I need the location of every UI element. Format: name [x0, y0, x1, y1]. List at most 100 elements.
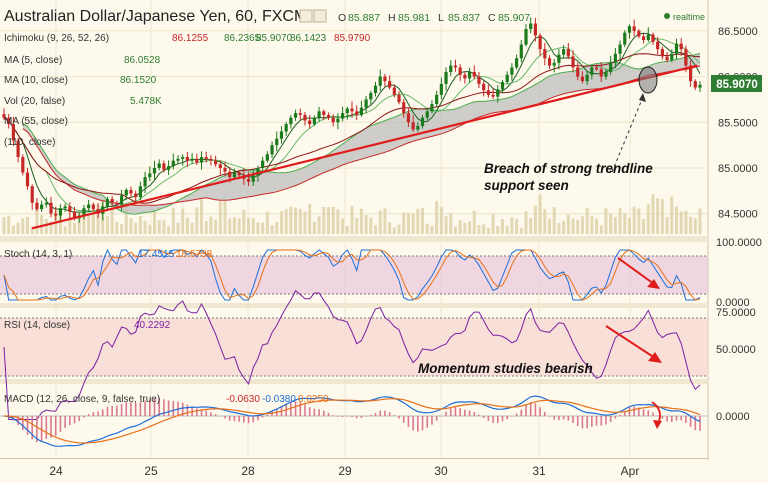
macd-signal-value: 0.0250	[298, 394, 329, 405]
volume-bar	[322, 206, 326, 234]
volume-bar	[439, 206, 443, 234]
macd-signal-line	[3, 398, 701, 444]
volume-bar	[388, 222, 392, 234]
volume-bar	[679, 211, 683, 234]
stoch-label: Stoch (14, 3, 1)	[4, 249, 72, 260]
ohlc-value: 85.981	[398, 12, 430, 24]
candle-body	[157, 163, 161, 168]
candle-body	[524, 29, 528, 45]
time-tick-label: 28	[241, 464, 255, 478]
candle-body	[383, 76, 387, 82]
indicator-value: 85.9790	[334, 33, 371, 44]
candle-body	[21, 157, 25, 173]
candle-body	[552, 62, 556, 66]
candle-body	[199, 157, 204, 163]
volume-bar	[397, 224, 401, 234]
candle-body	[54, 213, 58, 216]
volume-bar	[491, 214, 495, 234]
candle-body	[538, 35, 542, 50]
volume-bar	[152, 210, 156, 234]
indicator-name: (110, close)	[4, 137, 56, 148]
candle-body	[425, 111, 429, 118]
candle-body	[402, 102, 406, 114]
candle-body	[2, 114, 6, 118]
realtime-label: realtime	[673, 12, 705, 22]
ohlc-value: 85.837	[448, 12, 480, 24]
candle-body	[500, 82, 505, 90]
volume-bar	[284, 209, 288, 234]
candle-body	[284, 124, 288, 132]
candle-body	[214, 160, 218, 165]
candle-body	[585, 74, 589, 82]
volume-bar	[49, 221, 53, 234]
volume-bar	[548, 218, 552, 234]
volume-bar	[665, 216, 669, 234]
candle-body	[350, 108, 354, 112]
symbol-title: Australian Dollar/Japanese Yen, 60, FXCM	[4, 8, 307, 25]
candle-body	[547, 58, 552, 66]
candle-body	[444, 72, 448, 84]
volume-bar	[44, 218, 48, 234]
volume-bar	[463, 222, 467, 234]
volume-bar	[110, 203, 114, 234]
candle-body	[204, 157, 208, 159]
volume-bar	[613, 217, 617, 234]
volume-bar	[444, 216, 448, 234]
candle-body	[439, 83, 443, 95]
time-tick-label: 31	[532, 464, 546, 478]
indicator-value: 5.478K	[130, 96, 162, 107]
candle-body	[571, 56, 575, 68]
candle-body	[340, 113, 345, 119]
stoch-band	[0, 256, 708, 294]
volume-bar	[209, 216, 213, 234]
breach-pointer-head	[639, 93, 646, 102]
volume-bar	[35, 208, 39, 234]
bearish-arrows	[605, 257, 662, 429]
volume-bar	[599, 225, 603, 234]
volume-bar	[435, 201, 439, 234]
header-controls[interactable]	[299, 9, 327, 23]
volume-bar	[355, 217, 359, 234]
ohlc-key: O	[338, 12, 346, 24]
candle-body	[143, 177, 147, 187]
volume-bar	[176, 222, 180, 234]
candle-body	[190, 158, 194, 161]
kijun-line	[3, 53, 701, 204]
candle-body	[44, 202, 48, 205]
indicator-value: 86.1520	[120, 75, 157, 86]
volume-bar	[416, 208, 420, 234]
indicator-value: 86.1423	[290, 33, 327, 44]
volume-bar	[63, 226, 67, 234]
volume-bar	[632, 206, 636, 234]
candle-body	[359, 107, 364, 115]
indicator-name: Ichimoku (9, 26, 52, 26)	[4, 33, 109, 44]
candle-body	[303, 114, 307, 121]
candle-body	[11, 124, 16, 141]
price-tick-label: 86.5000	[718, 26, 758, 38]
candle-body	[665, 56, 669, 61]
volume-bar	[138, 215, 142, 234]
volume-bar	[21, 218, 25, 234]
rsi-band	[0, 318, 708, 376]
volume-bar	[134, 222, 138, 234]
time-tick-label: 25	[144, 464, 158, 478]
volume-bar	[618, 208, 622, 234]
candle-body	[519, 44, 523, 59]
candle-body	[87, 204, 91, 209]
volume-bar	[350, 206, 354, 234]
candle-body	[115, 202, 119, 205]
candle-body	[72, 211, 77, 219]
price-candles	[2, 17, 702, 223]
candle-body	[641, 36, 646, 40]
time-tick-label: Apr	[621, 464, 640, 478]
rsi-label: RSI (14, close)	[4, 320, 70, 331]
volume-bar	[58, 213, 62, 234]
candle-body	[124, 189, 128, 196]
volume-bar	[223, 201, 227, 234]
candle-body	[505, 74, 509, 83]
candle-body	[49, 202, 53, 214]
volume-bar	[576, 219, 580, 234]
candle-body	[543, 49, 547, 59]
candle-body	[660, 49, 664, 57]
stoch-legend: Stoch (14, 3, 1) 17.4515 18.6738	[4, 249, 213, 260]
